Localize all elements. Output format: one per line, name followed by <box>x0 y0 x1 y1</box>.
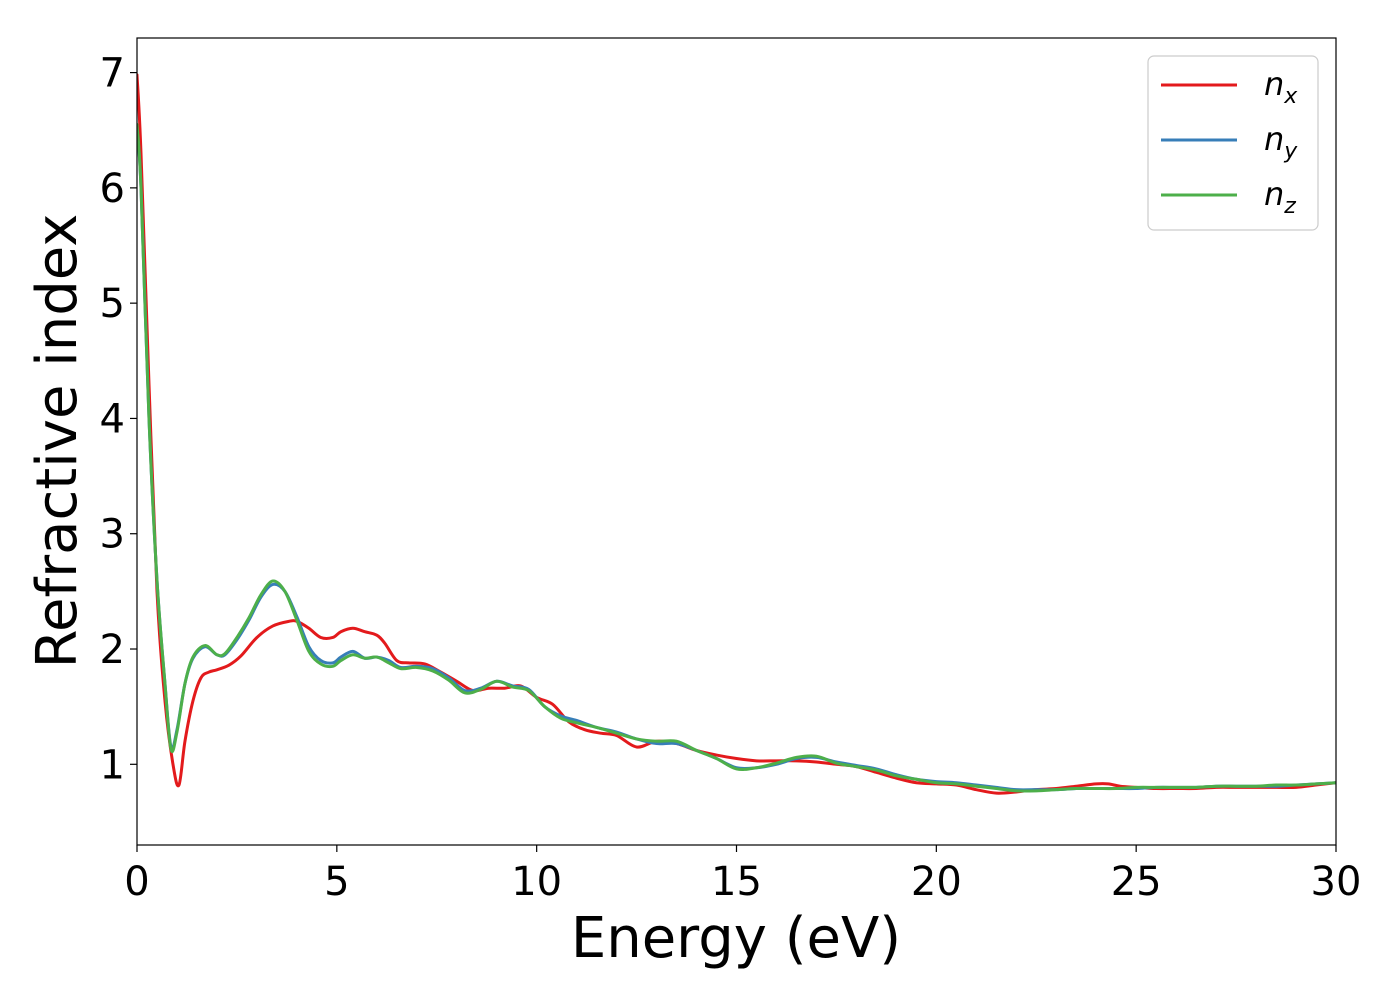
x-axis: 0 5 10 15 20 25 30 <box>124 845 1361 905</box>
y-tick-label: 2 <box>100 627 125 673</box>
legend-label-nz: nz <box>1264 175 1296 219</box>
x-tick-label: 0 <box>124 859 149 905</box>
y-tick-label: 3 <box>100 512 125 558</box>
series-line-nz <box>137 122 1336 793</box>
y-axis-label: Refractive index <box>25 214 90 669</box>
x-tick-label: 30 <box>1311 859 1362 905</box>
legend-label-ny: ny <box>1264 120 1298 164</box>
legend-box <box>1147 55 1319 231</box>
legend-label-nx: nx <box>1264 65 1298 109</box>
y-axis: 1 2 3 4 5 6 7 <box>100 51 137 788</box>
series-line-nx <box>137 73 1336 795</box>
legend-label-base: n <box>1264 175 1284 213</box>
x-tick-label: 5 <box>324 859 349 905</box>
y-tick-label: 5 <box>100 281 125 327</box>
legend-label-subscript: y <box>1283 139 1298 164</box>
x-tick-label: 20 <box>911 859 962 905</box>
y-tick-label: 1 <box>100 742 125 788</box>
x-tick-label: 15 <box>711 859 762 905</box>
y-tick-label: 6 <box>100 166 125 212</box>
legend-label-subscript: z <box>1283 194 1296 219</box>
y-tick-label: 4 <box>100 396 125 442</box>
legend-label-base: n <box>1264 65 1284 103</box>
x-tick-label: 25 <box>1111 859 1162 905</box>
legend-label-base: n <box>1264 120 1284 158</box>
legend-label-subscript: x <box>1283 84 1298 109</box>
series-layer <box>137 73 1336 795</box>
x-tick-label: 10 <box>511 859 562 905</box>
y-tick-label: 7 <box>100 51 125 97</box>
x-axis-label: Energy (eV) <box>571 906 901 971</box>
